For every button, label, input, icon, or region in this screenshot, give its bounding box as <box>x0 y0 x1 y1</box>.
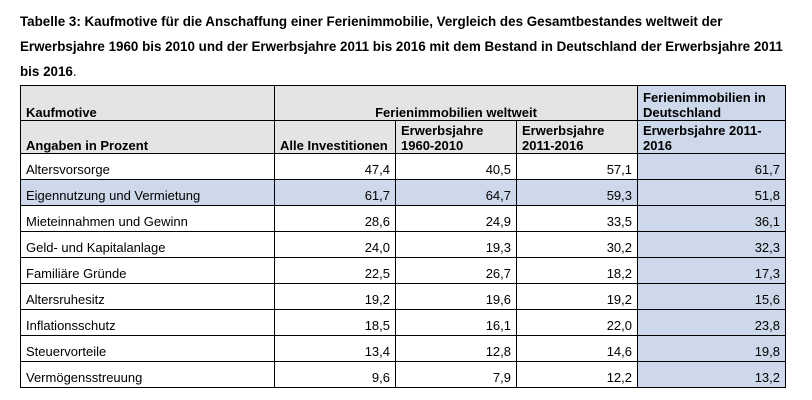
table-row: Eigennutzung und Vermietung 61,7 64,7 59,3 5… <box>20 179 786 206</box>
cell-2011-2016: 22,0 <box>516 309 638 336</box>
cell-deutschland: 15,6 <box>637 283 786 310</box>
header-row-2: Angaben in Prozent Alle Investitionen Er… <box>20 120 786 154</box>
row-label: Steuervorteile <box>20 335 275 362</box>
cell-deutschland: 32,3 <box>637 231 786 258</box>
header-angaben: Angaben in Prozent <box>20 120 275 154</box>
row-label: Inflationsschutz <box>20 309 275 336</box>
data-table: Kaufmotive Ferienimmobilien weltweit Fer… <box>20 85 786 388</box>
row-label: Vermögensstreuung <box>20 361 275 388</box>
row-label: Altersvorsorge <box>20 153 275 180</box>
cell-alle: 9,6 <box>274 361 396 388</box>
cell-1960-2010: 64,7 <box>395 179 517 206</box>
header-erwerbsjahre-1960: Erwerbsjahre 1960-2010 <box>395 120 517 154</box>
cell-2011-2016: 12,2 <box>516 361 638 388</box>
cell-alle: 18,5 <box>274 309 396 336</box>
header-alle-investitionen: Alle Investitionen <box>274 120 396 154</box>
cell-2011-2016: 33,5 <box>516 205 638 232</box>
cell-deutschland: 23,8 <box>637 309 786 336</box>
cell-alle: 47,4 <box>274 153 396 180</box>
cell-1960-2010: 7,9 <box>395 361 517 388</box>
table-row: Mieteinnahmen und Gewinn 28,6 24,9 33,5 36,1 <box>20 205 786 232</box>
table-row: Familiäre Gründe 22,5 26,7 18,2 17,3 <box>20 257 786 284</box>
cell-deutschland: 19,8 <box>637 335 786 362</box>
cell-2011-2016: 14,6 <box>516 335 638 362</box>
header-erwerbsjahre-2011: Erwerbsjahre 2011-2016 <box>516 120 638 154</box>
cell-deutschland: 61,7 <box>637 153 786 180</box>
row-label: Eigennutzung und Vermietung <box>20 179 275 206</box>
cell-1960-2010: 12,8 <box>395 335 517 362</box>
table-row: Altersruhesitz 19,2 19,6 19,2 15,6 <box>20 283 786 310</box>
cell-1960-2010: 24,9 <box>395 205 517 232</box>
row-label: Mieteinnahmen und Gewinn <box>20 205 275 232</box>
cell-2011-2016: 19,2 <box>516 283 638 310</box>
header-group-de: Ferienimmobilien in Deutschland <box>637 85 786 121</box>
caption-end: . <box>72 64 77 79</box>
table-row: Vermögensstreuung 9,6 7,9 12,2 13,2 <box>20 361 786 388</box>
cell-1960-2010: 40,5 <box>395 153 517 180</box>
table-body: Altersvorsorge 47,4 40,5 57,1 61,7 Eigennutzu… <box>20 153 786 388</box>
caption-text: Tabelle 3: Kaufmotive für die Anschaffun… <box>20 14 783 79</box>
cell-deutschland: 36,1 <box>637 205 786 232</box>
cell-2011-2016: 18,2 <box>516 257 638 284</box>
table-caption: Tabelle 3: Kaufmotive für die Anschaffun… <box>20 9 800 84</box>
cell-alle: 61,7 <box>274 179 396 206</box>
header-kaufmotive: Kaufmotive <box>20 85 275 121</box>
cell-2011-2016: 30,2 <box>516 231 638 258</box>
cell-1960-2010: 26,7 <box>395 257 517 284</box>
cell-alle: 28,6 <box>274 205 396 232</box>
cell-1960-2010: 19,6 <box>395 283 517 310</box>
cell-deutschland: 51,8 <box>637 179 786 206</box>
row-label: Geld- und Kapitalanlage <box>20 231 275 258</box>
row-label: Familiäre Gründe <box>20 257 275 284</box>
table-row: Steuervorteile 13,4 12,8 14,6 19,8 <box>20 335 786 362</box>
table-row: Inflationsschutz 18,5 16,1 22,0 23,8 <box>20 309 786 336</box>
table-row: Geld- und Kapitalanlage 24,0 19,3 30,2 32,3 <box>20 231 786 258</box>
cell-deutschland: 13,2 <box>637 361 786 388</box>
cell-2011-2016: 57,1 <box>516 153 638 180</box>
cell-1960-2010: 19,3 <box>395 231 517 258</box>
cell-alle: 24,0 <box>274 231 396 258</box>
header-erwerbsjahre-de: Erwerbsjahre 2011-2016 <box>637 120 786 154</box>
header-row-1: Kaufmotive Ferienimmobilien weltweit Fer… <box>20 85 786 121</box>
cell-deutschland: 17,3 <box>637 257 786 284</box>
cell-2011-2016: 59,3 <box>516 179 638 206</box>
header-group-world: Ferienimmobilien weltweit <box>274 85 638 121</box>
cell-alle: 13,4 <box>274 335 396 362</box>
table-row: Altersvorsorge 47,4 40,5 57,1 61,7 <box>20 153 786 180</box>
cell-alle: 19,2 <box>274 283 396 310</box>
cell-1960-2010: 16,1 <box>395 309 517 336</box>
cell-alle: 22,5 <box>274 257 396 284</box>
row-label: Altersruhesitz <box>20 283 275 310</box>
